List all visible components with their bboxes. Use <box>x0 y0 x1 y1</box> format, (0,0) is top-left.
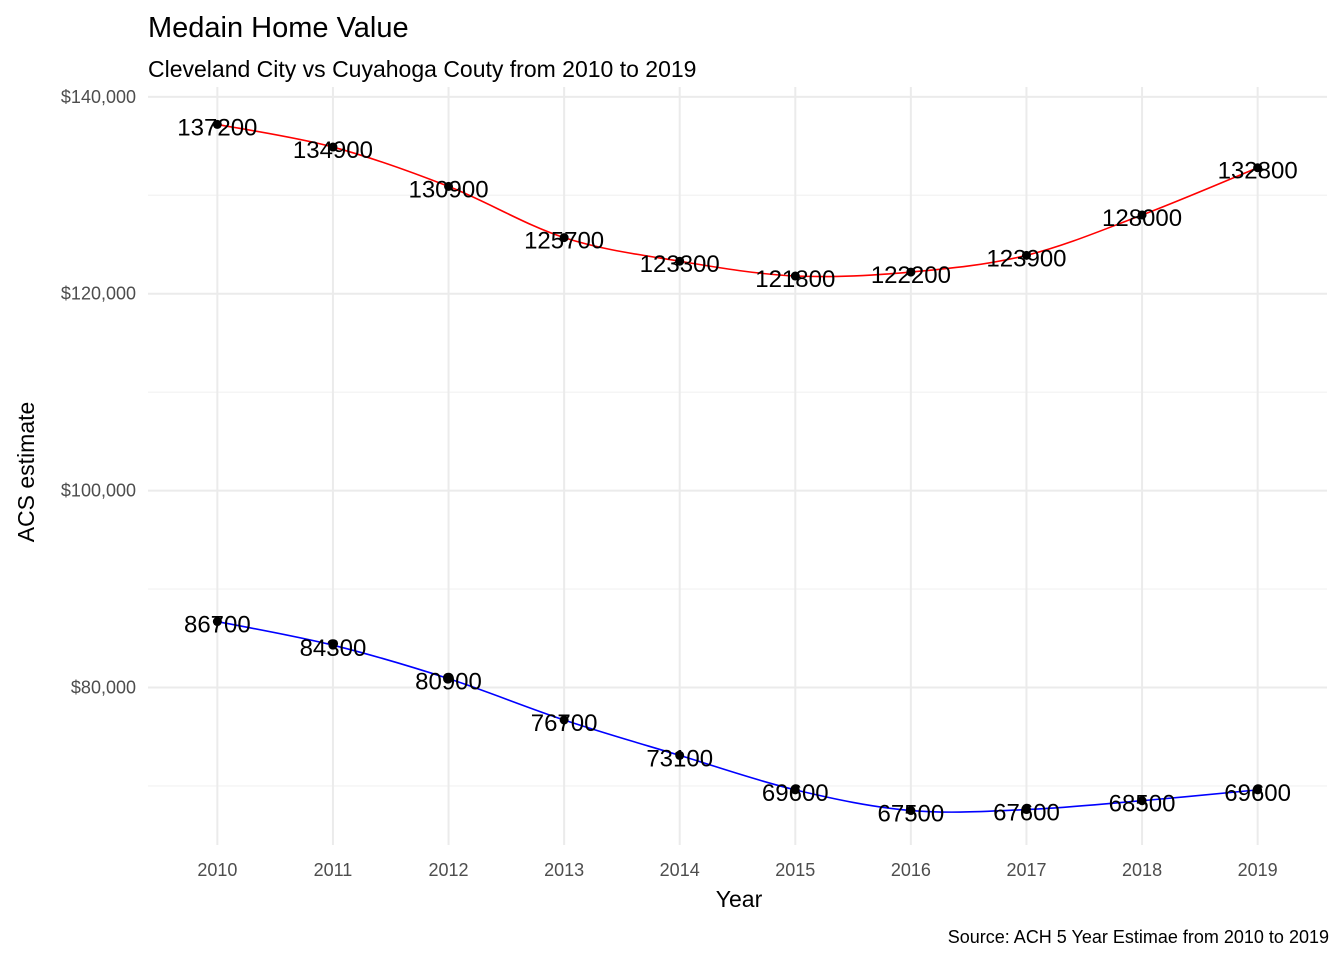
chart-caption: Source: ACH 5 Year Estimae from 2010 to … <box>948 927 1329 947</box>
data-label: 137200 <box>177 114 257 141</box>
data-point <box>906 267 916 277</box>
data-label: 123300 <box>640 251 720 278</box>
data-label: 128000 <box>1102 205 1182 232</box>
data-point <box>1021 250 1031 260</box>
data-point <box>328 640 338 650</box>
data-point <box>1253 163 1263 173</box>
x-tick-label: 2017 <box>1006 860 1046 880</box>
y-tick-label: $80,000 <box>71 677 136 697</box>
data-label: 69600 <box>1224 780 1291 807</box>
data-point <box>790 271 800 281</box>
series-group <box>212 119 1263 816</box>
x-tick-label: 2012 <box>429 860 469 880</box>
data-label: 76700 <box>531 710 598 737</box>
axis-ticks: $80,000 $100,000 $120,000 $140,000 2010 2011 2… <box>61 87 1278 880</box>
x-tick-label: 2015 <box>775 860 815 880</box>
data-label: 130900 <box>408 176 488 203</box>
data-point <box>444 181 454 191</box>
data-point <box>906 806 916 816</box>
x-axis-title: Year <box>716 886 763 912</box>
y-tick-label: $140,000 <box>61 87 136 107</box>
x-tick-label: 2016 <box>891 860 931 880</box>
data-point <box>675 750 685 760</box>
data-label: 68500 <box>1109 791 1176 818</box>
data-point <box>1137 796 1147 806</box>
data-label: 69600 <box>762 780 829 807</box>
y-tick-label: $120,000 <box>61 284 136 304</box>
data-label: 125700 <box>524 228 604 255</box>
data-label: 73100 <box>646 745 713 772</box>
data-point <box>1253 785 1263 795</box>
data-point <box>328 142 338 152</box>
data-point <box>212 119 222 129</box>
chart-title: Medain Home Value <box>148 12 409 44</box>
data-point <box>790 785 800 795</box>
data-point <box>1137 210 1147 220</box>
y-axis-title: ACS estimate <box>13 402 39 543</box>
data-label: 122200 <box>871 262 951 289</box>
data-point <box>559 233 569 243</box>
data-label: 86700 <box>184 612 251 639</box>
data-point <box>212 617 222 627</box>
x-tick-label: 2011 <box>314 860 353 880</box>
series-line <box>217 123 1258 278</box>
chart-subtitle: Cleveland City vs Cuyahoga Couty from 20… <box>148 56 696 82</box>
data-label: 84300 <box>300 635 367 662</box>
x-tick-label: 2010 <box>197 860 237 880</box>
data-label: 134900 <box>293 137 373 164</box>
data-label: 67500 <box>878 801 945 828</box>
x-tick-label: 2014 <box>660 860 700 880</box>
data-point <box>559 715 569 725</box>
data-label: 80900 <box>415 669 482 696</box>
y-tick-label: $100,000 <box>61 481 136 501</box>
x-tick-label: 2018 <box>1122 860 1162 880</box>
x-tick-label: 2013 <box>544 860 584 880</box>
data-labels: 137200 134900 130900 125700 123300 121800 1222… <box>177 114 1297 827</box>
series-line <box>217 620 1258 813</box>
grid <box>148 87 1327 845</box>
data-label: 132800 <box>1218 158 1298 185</box>
data-point <box>1021 805 1031 815</box>
data-label: 67600 <box>993 800 1060 827</box>
data-point <box>444 674 454 684</box>
data-point <box>675 256 685 266</box>
data-label: 121800 <box>755 266 835 293</box>
x-tick-label: 2019 <box>1238 860 1278 880</box>
data-label: 123900 <box>986 245 1066 272</box>
